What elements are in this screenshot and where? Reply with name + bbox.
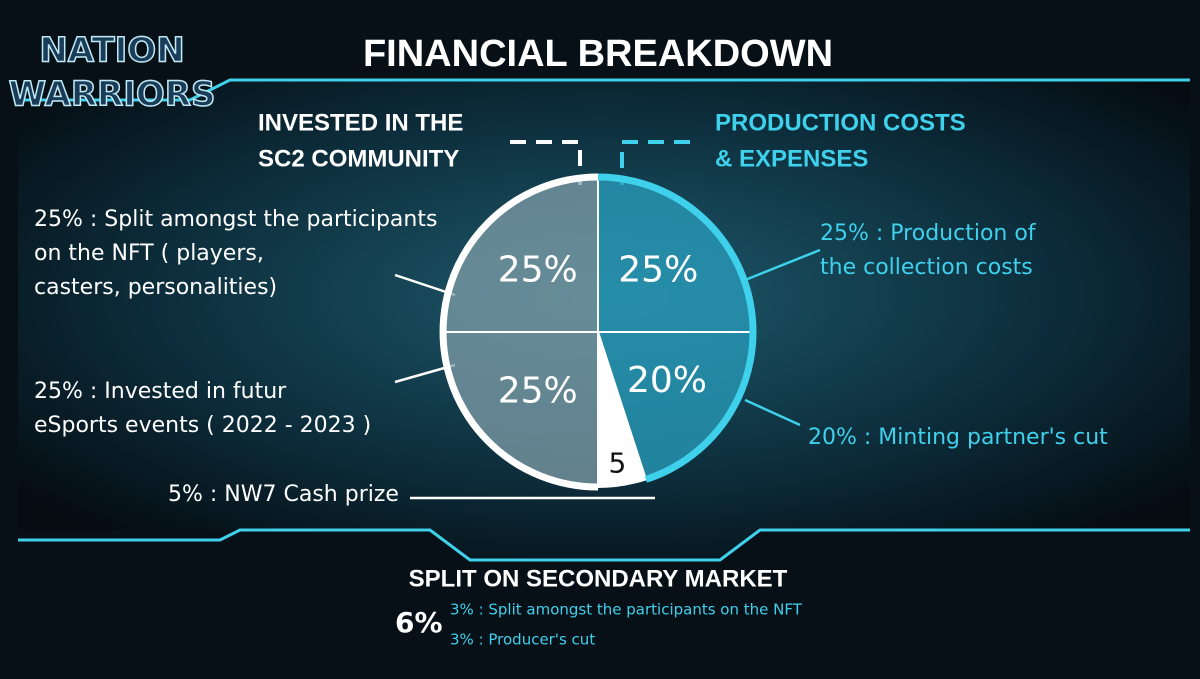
- callout-label: 20% : Minting partner's cut: [808, 425, 1108, 450]
- callout-label: 25% : Split amongst the participants: [34, 207, 437, 232]
- chart-title: FINANCIAL BREAKDOWN: [363, 33, 833, 75]
- callout-label: the collection costs: [820, 255, 1033, 280]
- logo-text: WARRIORS: [9, 75, 216, 115]
- frame-top: [18, 78, 1190, 102]
- callout-label: casters, personalities): [34, 275, 277, 300]
- group-heading: INVESTED IN THE: [258, 109, 463, 136]
- callout-label: 25% : Production of: [820, 221, 1037, 246]
- slice-label: 20%: [627, 360, 707, 401]
- pie-rim-left: [439, 173, 599, 491]
- callout-label: 5% : NW7 Cash prize: [168, 482, 399, 507]
- callout-label: on the NFT ( players,: [34, 241, 264, 266]
- secondary-item: 3% : Split amongst the participants on t…: [450, 601, 803, 619]
- slice-label: 25%: [498, 370, 578, 411]
- slice-label: 25%: [498, 250, 578, 291]
- secondary-title: SPLIT ON SECONDARY MARKET: [409, 565, 788, 592]
- group-heading: PRODUCTION COSTS: [715, 109, 966, 136]
- callout-label: 25% : Invested in futur: [34, 379, 287, 404]
- group-connector-right: [620, 140, 690, 185]
- slice-label: 5: [608, 446, 626, 479]
- logo-text: NATION: [39, 31, 184, 71]
- frame-bottom: [18, 528, 1190, 562]
- callout-label: eSports events ( 2022 - 2023 ): [34, 413, 371, 438]
- secondary-item: 3% : Producer's cut: [450, 631, 595, 649]
- pie-rim-right: [597, 173, 757, 483]
- group-heading: SC2 COMMUNITY: [258, 145, 459, 172]
- slice-label: 25%: [618, 250, 698, 291]
- group-heading: & EXPENSES: [715, 145, 868, 172]
- secondary-total: 6%: [395, 606, 443, 639]
